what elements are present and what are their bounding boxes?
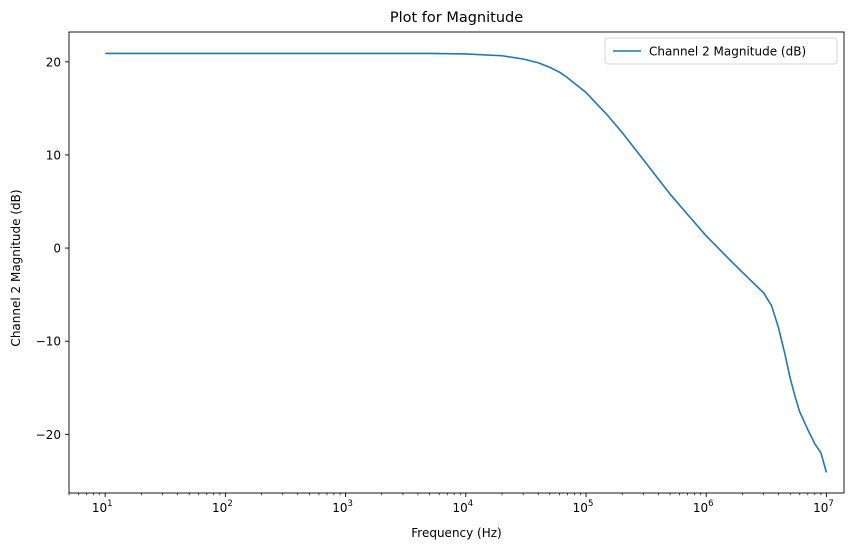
x-tick-label: 103 bbox=[332, 499, 353, 515]
legend-box bbox=[604, 37, 838, 65]
axes-frame bbox=[68, 31, 845, 494]
plot-area bbox=[68, 31, 845, 494]
x-axis: 101 102 103 104 105 106 107 bbox=[68, 493, 834, 515]
y-tick-label: 20 bbox=[46, 55, 61, 69]
legend-entry-label: Channel 2 Magnitude (dB) bbox=[649, 45, 806, 59]
y-tick-label: −20 bbox=[36, 428, 61, 442]
legend: Channel 2 Magnitude (dB) bbox=[604, 37, 838, 65]
series-line-0 bbox=[105, 52, 828, 473]
x-tick-label: 101 bbox=[92, 499, 113, 515]
y-tick-label: 10 bbox=[46, 148, 61, 162]
x-tick-label: 106 bbox=[693, 499, 714, 515]
y-tick-label: 0 bbox=[53, 242, 61, 256]
x-tick-label: 104 bbox=[452, 499, 473, 515]
x-tick-label: 105 bbox=[573, 499, 594, 515]
x-tick-label: 107 bbox=[813, 499, 834, 515]
chart-title: Plot for Magnitude bbox=[390, 10, 523, 26]
y-axis-label: Channel 2 Magnitude (dB) bbox=[9, 189, 23, 346]
x-tick-label: 102 bbox=[212, 499, 233, 515]
x-axis-label: Frequency (Hz) bbox=[411, 526, 502, 540]
y-tick-label: −10 bbox=[36, 335, 61, 349]
y-axis: 20 10 0 −10 −20 bbox=[36, 55, 69, 442]
